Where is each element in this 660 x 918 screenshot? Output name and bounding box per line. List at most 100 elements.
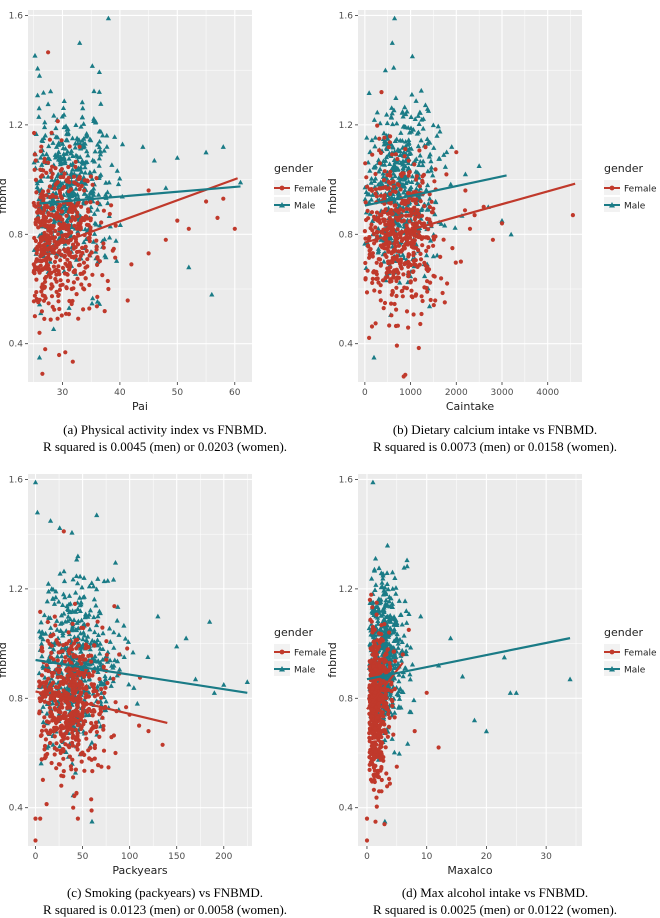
data-point-male bbox=[91, 596, 97, 602]
fit-line-male bbox=[366, 637, 571, 681]
data-point-female bbox=[401, 208, 406, 213]
data-point-female bbox=[186, 226, 191, 231]
data-point-male bbox=[89, 739, 95, 745]
data-point-female bbox=[100, 625, 105, 630]
data-point-male bbox=[40, 719, 46, 725]
data-point-male bbox=[392, 665, 398, 670]
data-point-male bbox=[114, 672, 120, 678]
x-tick-label: 50 bbox=[77, 852, 89, 862]
data-point-male bbox=[50, 595, 56, 601]
data-point-male bbox=[101, 147, 107, 153]
data-point-male bbox=[53, 594, 59, 600]
data-point-male bbox=[94, 206, 101, 212]
data-point-female bbox=[367, 335, 372, 340]
data-point-male bbox=[437, 128, 443, 134]
data-point-female bbox=[50, 674, 55, 679]
data-point-male bbox=[428, 167, 434, 173]
y-axis-title: fnbmd bbox=[0, 642, 9, 678]
data-point-female bbox=[56, 264, 61, 269]
data-point-male bbox=[462, 171, 469, 177]
data-point-female bbox=[81, 286, 86, 291]
data-point-female bbox=[54, 766, 59, 771]
data-point-female bbox=[383, 222, 388, 227]
data-point-male bbox=[73, 186, 79, 191]
data-point-male bbox=[111, 645, 117, 650]
data-point-male bbox=[508, 231, 514, 237]
data-point-female bbox=[84, 200, 89, 205]
data-point-female bbox=[80, 216, 85, 221]
data-point-female bbox=[406, 241, 411, 246]
data-point-male bbox=[104, 132, 110, 138]
data-point-female bbox=[410, 295, 415, 300]
data-point-male bbox=[117, 175, 123, 181]
data-point-female bbox=[380, 230, 385, 235]
data-point-female bbox=[113, 255, 118, 260]
data-point-male bbox=[381, 587, 387, 593]
data-point-male bbox=[396, 704, 402, 709]
data-point-female bbox=[215, 215, 220, 220]
data-point-male bbox=[103, 698, 109, 704]
data-point-male bbox=[412, 116, 418, 121]
data-point-female bbox=[416, 230, 421, 235]
data-point-female bbox=[67, 647, 72, 652]
data-point-female bbox=[72, 679, 77, 684]
data-point-male bbox=[97, 650, 103, 656]
data-point-male bbox=[163, 185, 169, 190]
data-point-female bbox=[37, 711, 42, 716]
data-point-female bbox=[378, 150, 384, 155]
data-point-male bbox=[82, 141, 88, 146]
data-point-male bbox=[398, 130, 404, 135]
data-point-male bbox=[501, 654, 507, 660]
data-point-female bbox=[57, 352, 62, 358]
data-point-female bbox=[102, 309, 107, 314]
data-point-female bbox=[42, 743, 48, 749]
data-point-female bbox=[67, 745, 72, 750]
data-point-female bbox=[373, 225, 378, 230]
data-point-male bbox=[396, 191, 402, 197]
y-axis-title: fnbmd bbox=[326, 642, 339, 678]
data-point-female bbox=[404, 213, 409, 218]
data-point-female bbox=[428, 280, 433, 285]
data-point-female bbox=[51, 680, 56, 685]
data-point-female bbox=[96, 763, 101, 768]
data-point-female bbox=[41, 298, 47, 303]
data-point-female bbox=[82, 768, 87, 773]
data-point-female bbox=[374, 656, 379, 661]
data-point-female bbox=[393, 215, 399, 220]
data-point-female bbox=[78, 696, 83, 702]
data-point-male bbox=[60, 105, 67, 111]
data-point-female bbox=[40, 777, 46, 783]
data-point-female bbox=[382, 822, 387, 827]
data-point-male bbox=[368, 180, 374, 185]
data-point-female bbox=[32, 235, 37, 241]
data-point-female bbox=[63, 710, 68, 715]
data-point-female bbox=[375, 123, 380, 128]
data-point-female bbox=[379, 623, 384, 628]
points-layer bbox=[32, 479, 250, 843]
data-point-male bbox=[409, 173, 416, 179]
data-point-female bbox=[371, 787, 376, 792]
data-point-female bbox=[56, 299, 61, 304]
data-point-female bbox=[394, 285, 399, 290]
data-point-female bbox=[101, 208, 106, 213]
data-point-female bbox=[50, 718, 55, 723]
data-point-male bbox=[78, 617, 85, 623]
data-point-male bbox=[37, 178, 43, 183]
data-point-female bbox=[373, 749, 378, 754]
data-point-female bbox=[33, 204, 39, 209]
caption-c-line1: (c) Smoking (packyears) vs FNBMD. bbox=[66, 885, 264, 900]
data-point-male bbox=[52, 154, 59, 160]
data-point-female bbox=[419, 213, 425, 218]
data-point-male bbox=[96, 128, 103, 134]
data-point-female bbox=[75, 201, 80, 206]
data-point-female bbox=[392, 715, 397, 720]
data-point-female bbox=[46, 160, 51, 165]
data-point-female bbox=[412, 729, 417, 734]
data-point-female bbox=[389, 697, 394, 702]
data-point-male bbox=[392, 710, 398, 715]
data-point-female bbox=[79, 183, 84, 189]
data-point-male bbox=[94, 512, 100, 518]
data-point-male bbox=[221, 682, 227, 687]
data-point-male bbox=[79, 158, 85, 163]
data-point-female bbox=[370, 669, 375, 675]
